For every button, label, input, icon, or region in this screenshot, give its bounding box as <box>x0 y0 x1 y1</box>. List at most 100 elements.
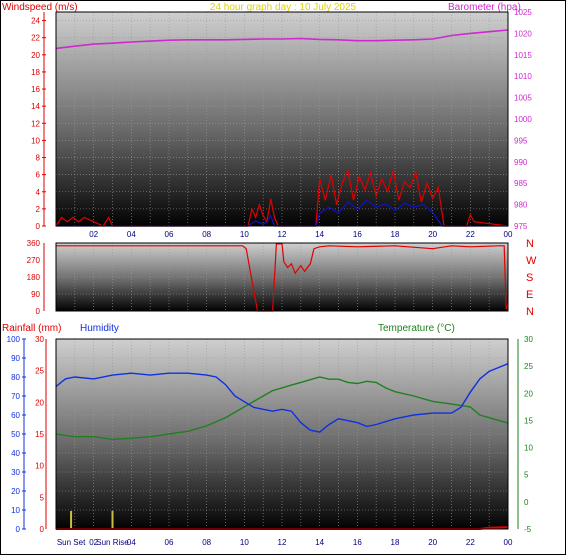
humidity-tick-label: 10 <box>11 506 20 515</box>
rain-tick-label: 20 <box>35 398 44 407</box>
rain-tick-label: 30 <box>35 335 44 344</box>
windspeed-axis-title: Windspeed (m/s) <box>2 2 78 13</box>
barometer-line <box>55 29 509 50</box>
humidity-line <box>55 363 509 433</box>
barometer-tick-label: 990 <box>514 158 528 167</box>
compass-label: N <box>526 238 534 250</box>
x-tick-label: 06 <box>165 230 174 239</box>
temperature-tick-label: 0 <box>524 498 529 507</box>
direction-tick-label: 180 <box>27 273 41 282</box>
wind-tick-label: 24 <box>31 17 40 26</box>
humidity-tick-label: 20 <box>11 487 20 496</box>
wind-tick-label: 4 <box>36 188 41 197</box>
wind-tick-label: 20 <box>31 51 40 60</box>
x-tick-label: 02 <box>89 230 98 239</box>
humidity-tick-label: 30 <box>11 468 20 477</box>
temperature-tick-label: 25 <box>524 362 533 371</box>
direction-tick-label: 90 <box>31 290 40 299</box>
x-tick-label: 20 <box>428 230 437 239</box>
barometer-tick-label: 985 <box>514 179 528 188</box>
temperature-tick-label: 5 <box>524 471 529 480</box>
humidity-tick-label: 40 <box>11 449 20 458</box>
x-tick-label: 12 <box>278 230 287 239</box>
wind-average-line <box>56 199 508 227</box>
x-tick-label: 10 <box>240 538 249 547</box>
x-tick-label: 16 <box>353 230 362 239</box>
x-tick-label: 16 <box>353 538 362 547</box>
barometer-tick-label: 1015 <box>514 51 532 60</box>
direction-axes: 0 N 90 W 180 S 270 E 360 N <box>27 238 537 318</box>
temperature-line <box>55 376 509 441</box>
x-tick-label: 22 <box>466 538 475 547</box>
x-tick-label: 20 <box>428 538 437 547</box>
humidity-axis-title: Humidity <box>80 323 119 334</box>
rain-tick-label: 10 <box>35 462 44 471</box>
x-tick-label: 04 <box>127 538 136 547</box>
temperature-tick-label: 20 <box>524 389 533 398</box>
x-tick-label: Sun Rise <box>96 538 129 547</box>
wind-tick-label: 12 <box>31 119 40 128</box>
direction-tick-label: 0 <box>36 307 41 316</box>
wind-tick-label: 0 <box>36 222 41 231</box>
rain-tick-label: 5 <box>40 493 45 502</box>
humidity-tick-label: 80 <box>11 373 20 382</box>
temperature-axis-title: Temperature (°C) <box>378 323 455 334</box>
barometer-tick-label: 1005 <box>514 94 532 103</box>
barometer-tick-label: 995 <box>514 136 528 145</box>
humidity-tick-label: 100 <box>7 335 21 344</box>
temp-hum-plot-border <box>55 338 509 530</box>
rain-tick-label: 0 <box>40 525 45 534</box>
wind-gust-line <box>55 168 509 227</box>
wind-tick-label: 22 <box>31 34 40 43</box>
compass-label: W <box>526 255 537 267</box>
direction-tick-label: 360 <box>27 239 41 248</box>
temperature-tick-label: 10 <box>524 444 533 453</box>
x-tick-label: 04 <box>127 230 136 239</box>
wind-tick-label: 14 <box>31 102 40 111</box>
x-tick-label: 08 <box>202 538 211 547</box>
barometer-tick-label: 1020 <box>514 29 532 38</box>
x-tick-label: 14 <box>315 538 324 547</box>
rainfall-axis-title: Rainfall (mm) <box>2 323 61 334</box>
rain-tick-label: 25 <box>35 367 44 376</box>
barometer-tick-label: 980 <box>514 201 528 210</box>
wind-tick-label: 2 <box>36 205 41 214</box>
humidity-tick-label: 90 <box>11 354 20 363</box>
wind-tick-label: 18 <box>31 68 40 77</box>
humidity-tick-label: 50 <box>11 430 20 439</box>
humidity-tick-label: 0 <box>16 525 21 534</box>
barometer-tick-label: 1025 <box>514 8 532 17</box>
direction-plot-border <box>55 242 509 312</box>
rain-tick-label: 15 <box>35 430 44 439</box>
barometer-tick-label: 1010 <box>514 72 532 81</box>
humidity-tick-label: 70 <box>11 392 20 401</box>
temperature-tick-label: 15 <box>524 416 533 425</box>
x-tick-label: 18 <box>391 230 400 239</box>
wind-tick-label: 8 <box>36 154 41 163</box>
x-tick-label: 12 <box>278 538 287 547</box>
temperature-tick-label: -5 <box>524 525 532 534</box>
barometer-tick-label: 1000 <box>514 115 532 124</box>
x-tick-label: 06 <box>165 538 174 547</box>
chart-title: 24 hour graph day : 10 July 2025 <box>210 2 357 13</box>
temp-hum-axes: 0102030405060708090100051015202530-50510… <box>7 335 534 547</box>
wind-tick-label: 10 <box>31 136 40 145</box>
compass-label: S <box>526 272 533 284</box>
x-tick-label: 18 <box>391 538 400 547</box>
temperature-tick-label: 30 <box>524 335 533 344</box>
humidity-tick-label: 60 <box>11 411 20 420</box>
barometer-tick-label: 975 <box>514 222 528 231</box>
x-tick-label: Sun Set <box>57 538 86 547</box>
barometer-axis-title: Barometer (hpa) <box>448 2 521 13</box>
x-tick-label: 14 <box>315 230 324 239</box>
wind-tick-label: 6 <box>36 171 41 180</box>
compass-label: E <box>526 289 533 301</box>
x-tick-label: 10 <box>240 230 249 239</box>
x-tick-label: 22 <box>466 230 475 239</box>
x-tick-label: 02 <box>89 538 98 547</box>
wind-baro-plot-border <box>55 11 509 227</box>
x-tick-label: 08 <box>202 230 211 239</box>
x-tick-label: 00 <box>504 230 513 239</box>
x-tick-label: 00 <box>504 538 513 547</box>
